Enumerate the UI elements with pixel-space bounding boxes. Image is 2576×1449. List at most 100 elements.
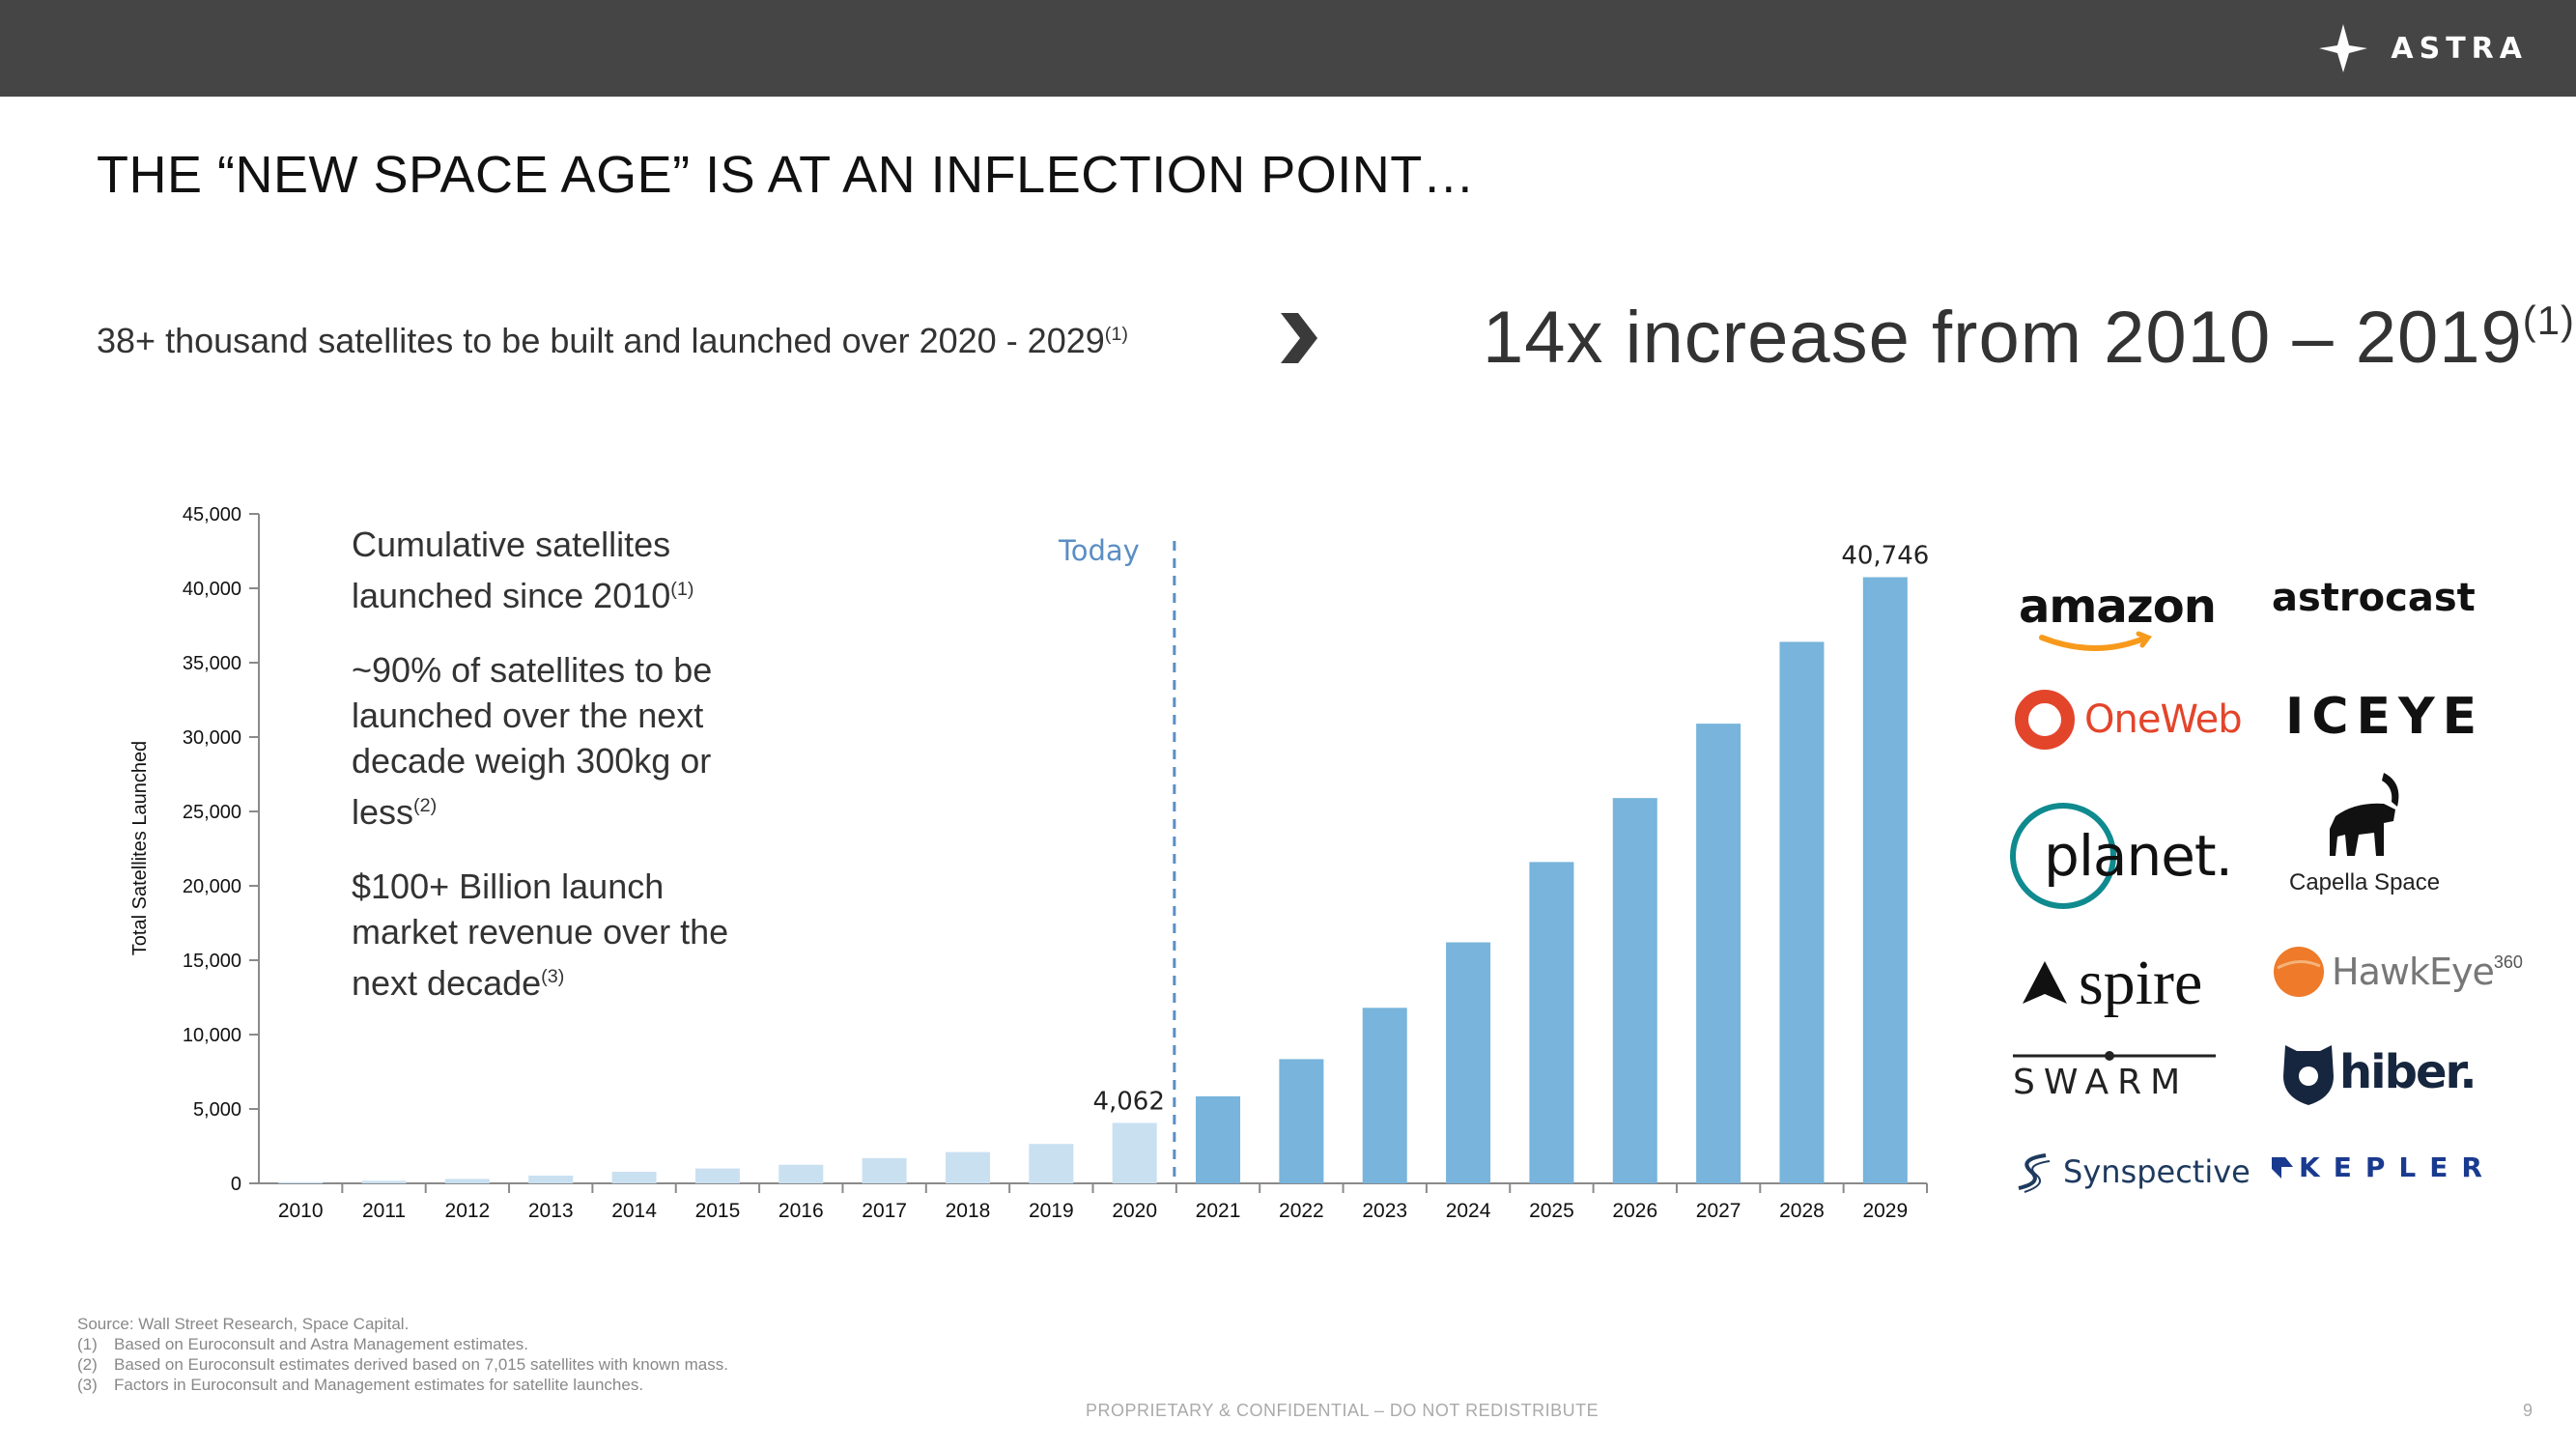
x-tick-label: 2015 <box>695 1200 741 1222</box>
hiber-bear-icon <box>2283 1045 2334 1105</box>
bar-2025 <box>1529 862 1574 1183</box>
y-tick-label: 30,000 <box>183 727 241 749</box>
note-text: ~90% of satellites to be launched over t… <box>352 650 713 832</box>
bar-2022 <box>1279 1059 1324 1183</box>
footnote: (1) Based on Euroconsult and Astra Manage… <box>77 1334 728 1354</box>
x-tick-label: 2012 <box>445 1200 491 1222</box>
x-tick-label: 2020 <box>1112 1200 1157 1222</box>
bar-2012 <box>444 1179 490 1183</box>
swarm-line-icon <box>2013 1051 2216 1061</box>
x-tick-label: 2022 <box>1279 1200 1324 1222</box>
bar-2017 <box>862 1157 907 1183</box>
x-tick-label: 2027 <box>1696 1200 1741 1222</box>
x-tick-label: 2024 <box>1446 1200 1491 1222</box>
x-tick-label: 2013 <box>528 1200 574 1222</box>
bar-2027 <box>1696 724 1741 1183</box>
footnote-key: (2) <box>77 1355 98 1374</box>
note-text: Cumulative satellites launched since 201… <box>352 525 671 615</box>
note-text: $100+ Billion launch market revenue over… <box>352 867 729 1003</box>
astrocast-logo: astrocast <box>2272 576 2476 620</box>
bar-2020 <box>1112 1122 1157 1183</box>
page-title: THE “NEW SPACE AGE” IS AT AN INFLECTION … <box>97 146 1476 204</box>
footnote-text: Based on Euroconsult and Astra Managemen… <box>114 1335 529 1353</box>
y-tick-label: 40,000 <box>183 579 241 600</box>
oneweb-logo: OneWeb <box>2013 688 2243 752</box>
top-bar: ASTRA <box>0 0 2576 97</box>
oneweb-ring-icon <box>2015 690 2075 750</box>
footnotes: Source: Wall Street Research, Space Capi… <box>77 1314 728 1395</box>
note-ref: (2) <box>413 795 438 816</box>
today-label: Today <box>1058 534 1140 567</box>
x-tick-label: 2025 <box>1529 1200 1574 1222</box>
note-revenue: $100+ Billion launch market revenue over… <box>352 864 757 1006</box>
bar-2029 <box>1862 577 1908 1183</box>
kepler-mark-icon <box>2272 1156 2293 1179</box>
swarm-logo: SWARM <box>2013 1051 2216 1102</box>
y-tick-label: 20,000 <box>183 876 241 897</box>
y-tick-label: 25,000 <box>183 802 241 823</box>
data-label-2020: 4,062 <box>1092 1087 1164 1116</box>
footnote-text: Factors in Euroconsult and Management es… <box>114 1376 644 1394</box>
hiber-logo: hiber. <box>2278 1037 2477 1107</box>
bar-2011 <box>361 1180 407 1183</box>
planet-orbit-icon <box>2010 803 2116 909</box>
hawkeye-logo: HawkEye 360 <box>2272 945 2523 999</box>
note-cumulative: Cumulative satellites launched since 201… <box>352 522 757 618</box>
y-tick-label: 45,000 <box>183 504 241 526</box>
bar-2024 <box>1446 942 1491 1183</box>
y-tick-label: 15,000 <box>183 951 241 972</box>
goat-icon <box>2330 773 2399 856</box>
amazon-logo: amazon <box>2019 580 2217 651</box>
note-weight: ~90% of satellites to be launched over t… <box>352 647 757 835</box>
data-label-2029: 40,746 <box>1841 542 1929 571</box>
x-tick-label: 2014 <box>611 1200 657 1222</box>
customer-logos: amazon astrocast OneWeb ICEYE planet. Ca <box>1999 560 2540 1217</box>
brand-name: ASTRA <box>2391 31 2528 66</box>
bar-2026 <box>1612 798 1657 1183</box>
x-tick-label: 2026 <box>1612 1200 1657 1222</box>
headline-text: 14x increase from 2010 – 2019 <box>1483 297 2523 379</box>
iceye-logo: ICEYE <box>2285 688 2485 746</box>
kepler-logo: KEPLER <box>2270 1151 2496 1183</box>
x-tick-label: 2011 <box>362 1200 406 1222</box>
x-tick-label: 2018 <box>946 1200 991 1222</box>
x-tick-label: 2016 <box>778 1200 824 1222</box>
synspective-swirl-icon <box>2018 1153 2051 1193</box>
x-tick-label: 2023 <box>1362 1200 1407 1222</box>
brand: ASTRA <box>2317 19 2528 77</box>
bar-2023 <box>1362 1008 1407 1183</box>
headline-ref: (1) <box>2522 297 2575 343</box>
bar-2014 <box>611 1171 657 1183</box>
x-tick-label: 2021 <box>1196 1200 1241 1222</box>
bar-2013 <box>528 1175 574 1183</box>
bar-2019 <box>1029 1144 1074 1183</box>
footnote-key: (1) <box>77 1335 98 1353</box>
synspective-logo: Synspective <box>2011 1150 2250 1194</box>
bar-2015 <box>694 1168 740 1183</box>
chevron-right-icon <box>1281 313 1317 363</box>
y-tick-label: 10,000 <box>183 1025 241 1046</box>
subtitle-ref: (1) <box>1104 324 1128 345</box>
y-tick-label: 0 <box>231 1174 241 1195</box>
spire-logo: spire <box>2019 947 2202 1020</box>
note-ref: (1) <box>670 579 694 600</box>
amazon-smile-icon <box>2039 631 2152 651</box>
star-logo-icon <box>2319 24 2368 72</box>
capella-logo: Capella Space <box>2289 763 2440 896</box>
footnote: (2) Based on Euroconsult estimates derive… <box>77 1354 728 1375</box>
x-tick-label: 2028 <box>1779 1200 1825 1222</box>
bar-2016 <box>778 1164 824 1183</box>
hawkeye-sphere-icon <box>2274 947 2324 997</box>
x-tick-label: 2029 <box>1862 1200 1908 1222</box>
headline: 14x increase from 2010 – 2019(1) <box>1483 296 2575 380</box>
x-tick-label: 2010 <box>278 1200 324 1222</box>
y-tick-label: 5,000 <box>193 1099 241 1121</box>
y-axis-label: Total Satellites Launched <box>129 741 151 955</box>
chart-notes: Cumulative satellites launched since 201… <box>352 522 757 1035</box>
note-ref: (3) <box>541 966 565 987</box>
x-tick-label: 2017 <box>862 1200 907 1222</box>
confidential-notice: PROPRIETARY & CONFIDENTIAL – DO NOT REDI… <box>1086 1401 1599 1420</box>
footnote-text: Based on Euroconsult estimates derived b… <box>114 1355 728 1374</box>
spire-mark-icon <box>2023 961 2067 1004</box>
